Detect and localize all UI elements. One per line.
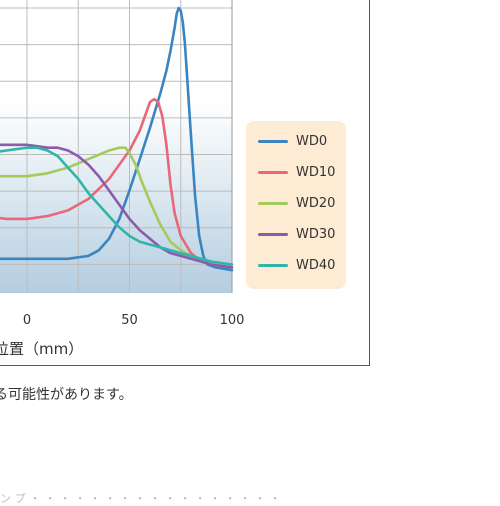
x-tick-label: 0: [22, 313, 32, 328]
legend-item-wd20: WD20: [258, 193, 346, 213]
footnote: る可能性があります。: [0, 387, 133, 403]
legend-item-wd30: WD30: [258, 224, 346, 244]
series-line-wd30: [0, 143, 234, 269]
legend-swatch: [258, 201, 288, 205]
legend-swatch: [258, 232, 288, 236]
legend-item-wd40: WD40: [258, 255, 346, 275]
series-line-wd40: [0, 146, 234, 266]
legend-label: WD40: [296, 257, 336, 273]
legend-item-wd10: WD10: [258, 162, 346, 182]
legend-label: WD20: [296, 195, 336, 211]
legend-swatch: [258, 170, 288, 174]
legend-swatch: [258, 263, 288, 267]
x-tick-label: 100: [219, 313, 245, 328]
series-line-wd0: [0, 6, 234, 272]
x-axis-label: 位置（mm）: [0, 340, 84, 358]
bottom-text-fragment: ンプ・・・・・・・・・・・・・・・・・: [0, 492, 285, 505]
legend-swatch: [258, 139, 288, 143]
series-line-wd10: [0, 97, 234, 269]
legend-label: WD10: [296, 164, 336, 180]
legend: WD0 WD10 WD20 WD30 WD40: [246, 121, 346, 289]
legend-label: WD0: [296, 133, 328, 149]
legend-label: WD30: [296, 226, 336, 242]
legend-item-wd0: WD0: [258, 131, 346, 151]
x-tick-label: 50: [121, 313, 138, 328]
